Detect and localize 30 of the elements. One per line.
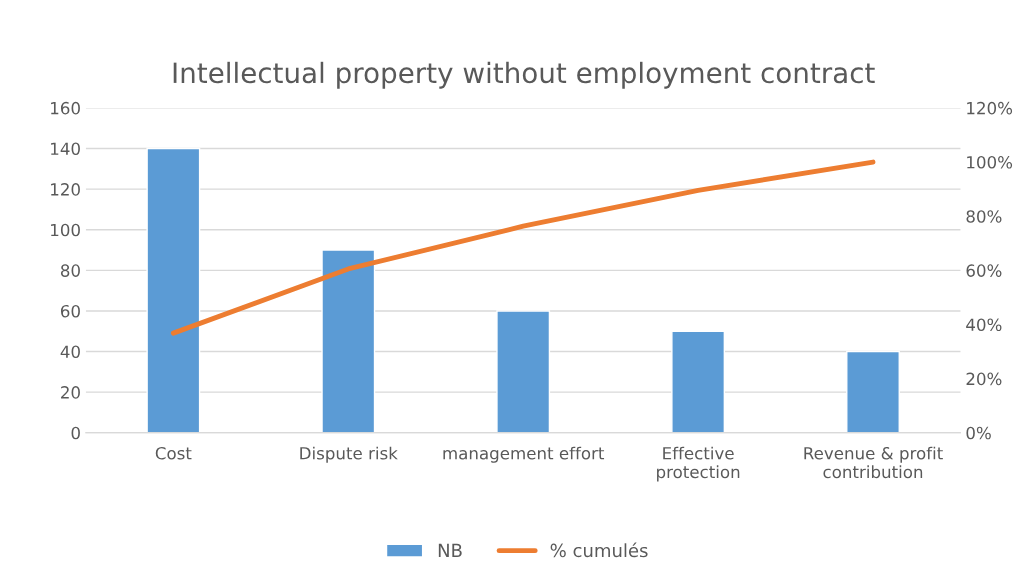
y2-tick-label: 0%: [966, 426, 991, 440]
y-tick-label: 20: [61, 386, 80, 399]
y-tick-label: 100: [51, 223, 80, 237]
bar: [146, 147, 201, 433]
y-tick-label: 160: [51, 101, 80, 115]
y-tick-label: 120: [51, 183, 80, 196]
bar: [321, 249, 376, 433]
chart-title: Intellectual property without employment contract: [173, 61, 875, 89]
y-tick-label: 140: [51, 142, 80, 156]
y2-tick-label: 40%: [966, 318, 1002, 332]
y-tick-label: 0: [71, 426, 80, 440]
y2-tick-label: 60%: [966, 264, 1002, 277]
x-tick-label: Dispute risk: [300, 446, 398, 463]
y2-tick-label: 80%: [966, 210, 1002, 223]
x-tick-label: management effort: [443, 446, 605, 463]
x-tick-label: Effective protection: [657, 446, 740, 482]
legend-label: NB: [438, 543, 462, 557]
y-tick-label: 60: [61, 304, 80, 318]
line-series: [170, 159, 876, 336]
y2-tick-label: 20%: [966, 372, 1002, 386]
x-tick-label: Cost: [155, 446, 192, 460]
x-tick-label: Revenue & profit contribution: [804, 446, 943, 479]
y-tick-label: 80: [60, 264, 80, 277]
bar: [496, 310, 551, 433]
bar: [846, 350, 900, 433]
y2-tick-label: 120%: [967, 101, 1013, 115]
legend-label: % cumulés: [550, 542, 648, 558]
bar: [671, 330, 726, 433]
y-tick-label: 40: [60, 345, 80, 359]
y2-tick-label: 100%: [967, 156, 1013, 169]
